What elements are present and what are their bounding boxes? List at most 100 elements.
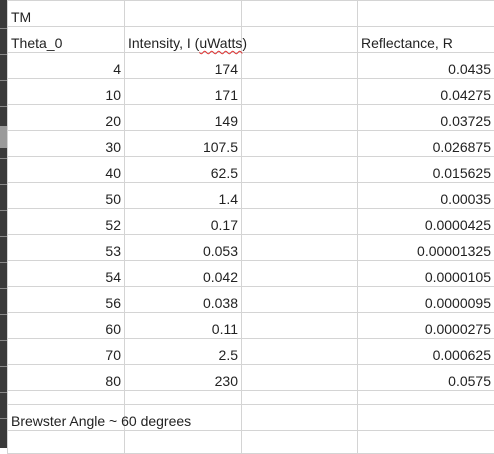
empty-cell[interactable]: [242, 339, 358, 365]
table-row: [8, 431, 494, 454]
angle-cell[interactable]: 80: [8, 365, 125, 391]
reflectance-cell[interactable]: 0.0000275: [358, 313, 494, 339]
empty-cell[interactable]: [125, 431, 242, 454]
row-divider: [0, 366, 7, 367]
table-row: 53 0.053 0.00001325: [8, 235, 494, 261]
table-row: 30 107.5 0.026875: [8, 131, 494, 157]
empty-cell[interactable]: [242, 27, 358, 53]
empty-cell[interactable]: [8, 391, 125, 405]
empty-cell[interactable]: [242, 79, 358, 105]
intensity-cell[interactable]: 174: [125, 53, 242, 79]
header-intensity-suffix: ): [242, 35, 247, 51]
row-divider: [0, 106, 7, 107]
angle-cell[interactable]: 56: [8, 287, 125, 313]
empty-cell[interactable]: [242, 53, 358, 79]
reflectance-cell[interactable]: 0.03725: [358, 105, 494, 131]
intensity-cell[interactable]: 0.17: [125, 209, 242, 235]
empty-cell[interactable]: [358, 1, 494, 27]
reflectance-cell[interactable]: 0.0000095: [358, 287, 494, 313]
intensity-cell[interactable]: 2.5: [125, 339, 242, 365]
angle-cell[interactable]: 60: [8, 313, 125, 339]
empty-cell[interactable]: [242, 235, 358, 261]
intensity-cell[interactable]: 149: [125, 105, 242, 131]
angle-cell[interactable]: 54: [8, 261, 125, 287]
table-row: 54 0.042 0.0000105: [8, 261, 494, 287]
reflectance-cell[interactable]: 0.000625: [358, 339, 494, 365]
header-reflectance-cell[interactable]: Reflectance, R: [358, 27, 494, 53]
intensity-cell[interactable]: 0.042: [125, 261, 242, 287]
empty-cell[interactable]: [242, 157, 358, 183]
empty-cell[interactable]: [242, 365, 358, 391]
reflectance-cell[interactable]: 0.0435: [358, 53, 494, 79]
angle-cell[interactable]: 10: [8, 79, 125, 105]
spellcheck-flagged-word: uWatts: [199, 35, 242, 51]
intensity-cell[interactable]: 1.4: [125, 183, 242, 209]
row-divider: [0, 262, 7, 263]
reflectance-cell[interactable]: 0.015625: [358, 157, 494, 183]
reflectance-cell[interactable]: 0.0000105: [358, 261, 494, 287]
row-divider: [0, 314, 7, 315]
empty-cell[interactable]: [242, 405, 358, 431]
row-header-gutter[interactable]: [0, 0, 7, 448]
selected-row-handle[interactable]: [0, 126, 7, 148]
angle-cell[interactable]: 20: [8, 105, 125, 131]
angle-cell[interactable]: 70: [8, 339, 125, 365]
table-row: 50 1.4 0.00035: [8, 183, 494, 209]
table-row: 40 62.5 0.015625: [8, 157, 494, 183]
intensity-cell[interactable]: 62.5: [125, 157, 242, 183]
empty-cell[interactable]: [8, 431, 125, 454]
header-intensity-cell[interactable]: Intensity, I (uWatts): [125, 27, 242, 53]
header-row: Theta_0 Intensity, I (uWatts) Reflectanc…: [8, 27, 494, 53]
header-theta-cell[interactable]: Theta_0: [8, 27, 125, 53]
header-intensity-prefix: Intensity, I (: [128, 35, 199, 51]
reflectance-cell[interactable]: 0.00035: [358, 183, 494, 209]
row-divider: [0, 210, 7, 211]
table-row: 20 149 0.03725: [8, 105, 494, 131]
empty-cell[interactable]: [242, 1, 358, 27]
empty-cell[interactable]: [242, 183, 358, 209]
table-row: 52 0.17 0.0000425: [8, 209, 494, 235]
row-divider: [0, 54, 7, 55]
empty-cell[interactable]: [242, 105, 358, 131]
intensity-cell[interactable]: 0.038: [125, 287, 242, 313]
row-divider: [0, 28, 7, 29]
empty-cell[interactable]: [125, 1, 242, 27]
angle-cell[interactable]: 53: [8, 235, 125, 261]
row-divider: [0, 184, 7, 185]
angle-cell[interactable]: 40: [8, 157, 125, 183]
table-row: Brewster Angle ~ 60 degrees: [8, 405, 494, 431]
angle-cell[interactable]: 52: [8, 209, 125, 235]
intensity-cell[interactable]: 230: [125, 365, 242, 391]
empty-cell[interactable]: [358, 431, 494, 454]
table-row: [8, 391, 494, 405]
intensity-cell[interactable]: 107.5: [125, 131, 242, 157]
empty-cell[interactable]: [242, 131, 358, 157]
empty-cell[interactable]: [358, 405, 494, 431]
row-divider: [0, 80, 7, 81]
reflectance-cell[interactable]: 0.026875: [358, 131, 494, 157]
empty-cell[interactable]: [242, 287, 358, 313]
row-divider: [0, 418, 7, 419]
empty-cell[interactable]: [242, 209, 358, 235]
empty-cell[interactable]: [242, 261, 358, 287]
empty-cell[interactable]: [242, 313, 358, 339]
intensity-cell[interactable]: 0.11: [125, 313, 242, 339]
angle-cell[interactable]: 50: [8, 183, 125, 209]
intensity-cell[interactable]: 0.053: [125, 235, 242, 261]
reflectance-cell[interactable]: 0.0000425: [358, 209, 494, 235]
empty-cell[interactable]: [242, 431, 358, 454]
empty-cell[interactable]: [125, 391, 242, 405]
empty-cell[interactable]: [242, 391, 358, 405]
brewster-note-cell[interactable]: Brewster Angle ~ 60 degrees: [8, 405, 125, 431]
row-divider: [0, 392, 7, 393]
reflectance-cell[interactable]: 0.0575: [358, 365, 494, 391]
reflectance-cell[interactable]: 0.04275: [358, 79, 494, 105]
empty-cell[interactable]: [358, 391, 494, 405]
reflectance-cell[interactable]: 0.00001325: [358, 235, 494, 261]
intensity-cell[interactable]: 171: [125, 79, 242, 105]
table-row: 80 230 0.0575: [8, 365, 494, 391]
row-divider: [0, 236, 7, 237]
angle-cell[interactable]: 30: [8, 131, 125, 157]
sheet-title-cell[interactable]: TM: [8, 1, 125, 27]
angle-cell[interactable]: 4: [8, 53, 125, 79]
